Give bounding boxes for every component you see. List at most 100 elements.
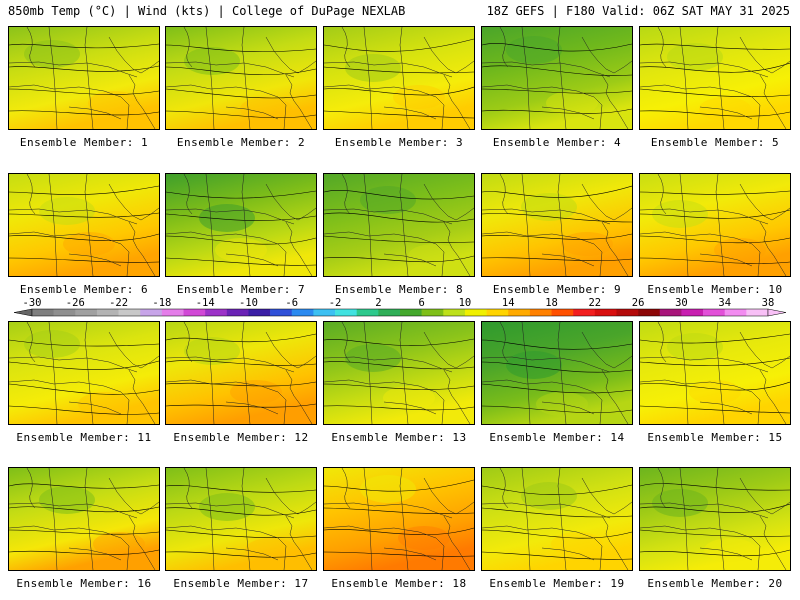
ensemble-member-panel-6 [8,173,160,277]
forecast-map [640,468,790,570]
colorbar-tick-label: 10 [459,297,472,309]
ensemble-member-panel-14 [481,321,633,425]
colorbar-bin [508,309,531,316]
ensemble-member-label-15: Ensemble Member: 15 [647,431,783,444]
ensemble-member-panel-12 [165,321,317,425]
colorbar-arrow-left [13,308,33,317]
forecast-map [324,27,474,129]
ensemble-member-panel-13 [323,321,475,425]
forecast-map [482,322,632,424]
colorbar-bin [659,309,682,316]
ensemble-member-label-12: Ensemble Member: 12 [173,431,309,444]
temperature-colorbar: -30 -26 -22 -18 -14 -10 -6 -2 2 6 10 14 18 22 26 30 34 38… [13,297,787,317]
colorbar-bin [183,309,206,316]
forecast-map [9,468,159,570]
ensemble-member-label-6: Ensemble Member: 6 [19,283,149,296]
map-title: 850mb Temp (°C) | Wind (kts) | College o… [8,4,406,18]
ensemble-member-label-3: Ensemble Member: 3 [334,136,464,149]
ensemble-member-label-10: Ensemble Member: 10 [647,283,783,296]
colorbar-tick-label: 30 [675,297,688,309]
colorbar-bin [248,309,271,316]
ensemble-member-panel-15 [639,321,791,425]
colorbar-bin [205,309,228,316]
colorbar-bin [400,309,422,316]
ensemble-member-label-19: Ensemble Member: 19 [489,577,625,590]
colorbar-bin [140,309,163,316]
colorbar-tick-label: 34 [718,297,731,309]
colorbar-bin [464,309,487,316]
colorbar-tick-label: -14 [196,297,215,309]
colorbar-bin [291,309,314,316]
colorbar-tick-label: -22 [109,297,128,309]
colorbar-bin [75,309,98,316]
forecast-map [482,27,632,129]
ensemble-member-panel-8 [323,173,475,277]
ensemble-member-panel-9 [481,173,633,277]
ensemble-member-panel-3 [323,26,475,130]
forecast-map [324,468,474,570]
ensemble-member-label-5: Ensemble Member: 5 [650,136,780,149]
ensemble-member-panel-16 [8,467,160,571]
run-valid-time: 18Z GEFS | F180 Valid: 06Z SAT MAY 31 20… [486,4,790,18]
colorbar-tick-label: -6 [285,297,298,309]
forecast-map [9,27,159,129]
colorbar-tick-label: -26 [66,297,85,309]
colorbar-bin [529,309,552,316]
colorbar-bin [118,309,141,316]
colorbar-tick-label: -30 [23,297,42,309]
colorbar-bin [53,309,76,316]
colorbar-bin [746,309,769,316]
ensemble-member-label-4: Ensemble Member: 4 [492,136,622,149]
colorbar-bin [573,309,596,316]
ensemble-member-label-16: Ensemble Member: 16 [16,577,152,590]
colorbar-bin [443,309,466,316]
forecast-map [482,468,632,570]
forecast-map [9,322,159,424]
colorbar-arrow-right [767,308,787,317]
ensemble-member-panel-1 [8,26,160,130]
colorbar-bin [378,309,401,316]
forecast-map [166,468,316,570]
colorbar-bin [421,309,444,316]
colorbar-tick-label: 26 [632,297,645,309]
forecast-map [640,174,790,276]
colorbar-bin [32,309,54,316]
colorbar-bin [335,309,358,316]
ensemble-member-panel-17 [165,467,317,571]
colorbar-bin [96,309,119,316]
ensemble-member-panel-11 [8,321,160,425]
colorbar-tick-label: 2 [375,297,381,309]
ensemble-member-panel-19 [481,467,633,571]
colorbar-tick-label: 38 [762,297,775,309]
ensemble-member-label-14: Ensemble Member: 14 [489,431,625,444]
ensemble-member-panel-20 [639,467,791,571]
forecast-map [324,174,474,276]
ensemble-member-label-2: Ensemble Member: 2 [176,136,306,149]
colorbar-tick-label: 18 [545,297,558,309]
ensemble-member-panel-10 [639,173,791,277]
colorbar-bin [313,309,336,316]
forecast-map [482,174,632,276]
ensemble-member-label-7: Ensemble Member: 7 [176,283,306,296]
ensemble-member-label-13: Ensemble Member: 13 [331,431,467,444]
colorbar-bin [681,309,704,316]
forecast-map [640,27,790,129]
ensemble-member-panel-5 [639,26,791,130]
colorbar-bin [356,309,379,316]
colorbar-bin [161,309,184,316]
colorbar-tick-label: 6 [418,297,424,309]
colorbar-tick-label: -2 [329,297,342,309]
colorbar-bin [594,309,617,316]
colorbar-bin [486,309,509,316]
colorbar-bin [551,309,574,316]
colorbar-bin [226,309,249,316]
colorbar-tick-label: 22 [588,297,601,309]
forecast-map [166,322,316,424]
ensemble-member-label-17: Ensemble Member: 17 [173,577,309,590]
ensemble-member-panel-4 [481,26,633,130]
ensemble-member-label-11: Ensemble Member: 11 [16,431,152,444]
colorbar-bin [638,309,661,316]
colorbar-tick-label: -10 [239,297,258,309]
colorbar-bin [703,309,726,316]
colorbar-tick-label: 14 [502,297,515,309]
